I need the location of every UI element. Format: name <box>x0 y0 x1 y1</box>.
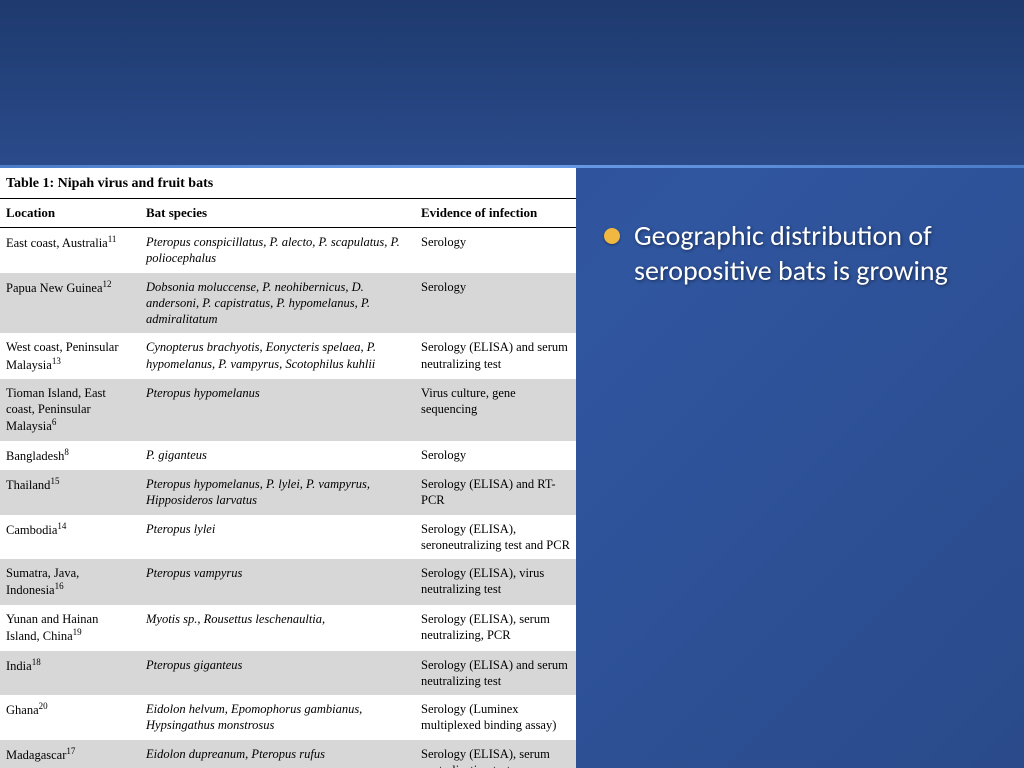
cell-evidence: Serology (ELISA) and RT-PCR <box>415 470 576 515</box>
cell-location: Tioman Island, East coast, Peninsular Ma… <box>0 379 140 441</box>
cell-location: West coast, Peninsular Malaysia13 <box>0 333 140 379</box>
table-panel: Table 1: Nipah virus and fruit bats Loca… <box>0 168 576 768</box>
col-header-location: Location <box>0 199 140 228</box>
cell-evidence: Serology <box>415 273 576 334</box>
cell-species: Pteropus hypomelanus, P. lylei, P. vampy… <box>140 470 415 515</box>
citation-sup: 19 <box>73 627 82 637</box>
cell-evidence: Serology (ELISA), serum neutralization t… <box>415 740 576 768</box>
cell-species: Pteropus conspicillatus, P. alecto, P. s… <box>140 228 415 273</box>
table-row: Madagascar17Eidolon dupreanum, Pteropus … <box>0 740 576 768</box>
table-row: Sumatra, Java, Indonesia16Pteropus vampy… <box>0 559 576 605</box>
cell-location: East coast, Australia11 <box>0 228 140 273</box>
bullet-text: Geographic distribution of seropositive … <box>634 218 996 288</box>
table-body: East coast, Australia11Pteropus conspici… <box>0 228 576 768</box>
cell-location: Bangladesh8 <box>0 441 140 470</box>
cell-species: Myotis sp., Rousettus leschenaultia, <box>140 605 415 651</box>
cell-species: Pteropus lylei <box>140 515 415 560</box>
table-row: Tioman Island, East coast, Peninsular Ma… <box>0 379 576 441</box>
cell-evidence: Serology (ELISA) and serum neutralizing … <box>415 333 576 379</box>
cell-evidence: Serology (Luminex multiplexed binding as… <box>415 695 576 740</box>
cell-species: Cynopterus brachyotis, Eonycteris spelae… <box>140 333 415 379</box>
cell-species: Pteropus giganteus <box>140 651 415 696</box>
cell-location: Yunan and Hainan Island, China19 <box>0 605 140 651</box>
content-row: Table 1: Nipah virus and fruit bats Loca… <box>0 168 1024 768</box>
col-header-evidence: Evidence of infection <box>415 199 576 228</box>
bullet-icon <box>604 228 620 244</box>
table-row: Bangladesh8P. giganteusSerology <box>0 441 576 470</box>
cell-evidence: Serology <box>415 228 576 273</box>
table-row: West coast, Peninsular Malaysia13Cynopte… <box>0 333 576 379</box>
cell-location: Ghana20 <box>0 695 140 740</box>
table-header-row: Location Bat species Evidence of infecti… <box>0 199 576 228</box>
cell-evidence: Serology (ELISA), virus neutralizing tes… <box>415 559 576 605</box>
cell-evidence: Virus culture, gene sequencing <box>415 379 576 441</box>
data-table: Location Bat species Evidence of infecti… <box>0 198 576 768</box>
cell-species: Eidolon dupreanum, Pteropus rufus <box>140 740 415 768</box>
table-row: Yunan and Hainan Island, China19Myotis s… <box>0 605 576 651</box>
cell-species: Dobsonia moluccense, P. neohibernicus, D… <box>140 273 415 334</box>
col-header-species: Bat species <box>140 199 415 228</box>
citation-sup: 11 <box>108 234 117 244</box>
table-row: Papua New Guinea12Dobsonia moluccense, P… <box>0 273 576 334</box>
cell-location: Sumatra, Java, Indonesia16 <box>0 559 140 605</box>
citation-sup: 18 <box>32 657 41 667</box>
right-text-panel: Geographic distribution of seropositive … <box>576 168 1024 768</box>
cell-species: Eidolon helvum, Epomophorus gambianus, H… <box>140 695 415 740</box>
cell-location: Madagascar17 <box>0 740 140 768</box>
citation-sup: 15 <box>50 476 59 486</box>
citation-sup: 6 <box>52 417 57 427</box>
table-title: Table 1: Nipah virus and fruit bats <box>0 168 576 198</box>
citation-sup: 8 <box>64 447 69 457</box>
cell-evidence: Serology (ELISA) and serum neutralizing … <box>415 651 576 696</box>
cell-species: Pteropus hypomelanus <box>140 379 415 441</box>
cell-species: Pteropus vampyrus <box>140 559 415 605</box>
cell-location: Papua New Guinea12 <box>0 273 140 334</box>
table-row: Ghana20Eidolon helvum, Epomophorus gambi… <box>0 695 576 740</box>
citation-sup: 14 <box>57 521 66 531</box>
table-row: East coast, Australia11Pteropus conspici… <box>0 228 576 273</box>
cell-evidence: Serology <box>415 441 576 470</box>
slide-title-band <box>0 0 1024 165</box>
citation-sup: 17 <box>66 746 75 756</box>
citation-sup: 12 <box>103 279 112 289</box>
table-row: India18Pteropus giganteusSerology (ELISA… <box>0 651 576 696</box>
cell-location: India18 <box>0 651 140 696</box>
table-row: Cambodia14Pteropus lyleiSerology (ELISA)… <box>0 515 576 560</box>
cell-location: Thailand15 <box>0 470 140 515</box>
citation-sup: 13 <box>52 356 61 366</box>
bullet-row: Geographic distribution of seropositive … <box>604 218 996 288</box>
cell-evidence: Serology (ELISA), seroneutralizing test … <box>415 515 576 560</box>
cell-evidence: Serology (ELISA), serum neutralizing, PC… <box>415 605 576 651</box>
table-row: Thailand15Pteropus hypomelanus, P. lylei… <box>0 470 576 515</box>
citation-sup: 16 <box>55 581 64 591</box>
citation-sup: 20 <box>39 701 48 711</box>
cell-location: Cambodia14 <box>0 515 140 560</box>
cell-species: P. giganteus <box>140 441 415 470</box>
